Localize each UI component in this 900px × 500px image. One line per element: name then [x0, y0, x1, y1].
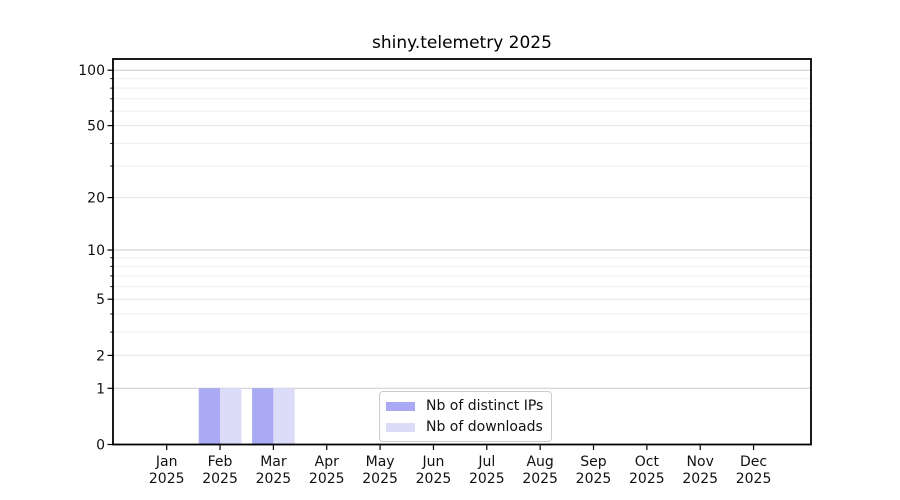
x-tick-label-year-dec: 2025 — [736, 471, 772, 487]
x-tick-label-month-feb: Feb — [208, 454, 233, 470]
legend-swatch-downloads — [386, 422, 415, 432]
y-tick-label-10: 10 — [87, 243, 105, 259]
y-tick-label-1: 1 — [96, 381, 105, 397]
y-tick-label-100: 100 — [78, 63, 105, 79]
y-tick-label-50: 50 — [87, 119, 105, 135]
y-tick-label-0: 0 — [96, 438, 105, 454]
x-tick-label-month-jan: Jan — [155, 454, 178, 470]
x-tick-label-month-jul: Jul — [477, 454, 495, 470]
x-tick-label-year-oct: 2025 — [629, 471, 665, 487]
legend-item-distinct-ips: Nb of distinct IPs — [386, 397, 543, 415]
x-tick-label-month-may: May — [366, 454, 395, 470]
x-tick-label-year-nov: 2025 — [682, 471, 718, 487]
chart-title: shiny.telemetry 2025 — [372, 33, 552, 53]
y-tick-label-2: 2 — [96, 348, 105, 364]
x-tick-label-year-jan: 2025 — [149, 471, 185, 487]
legend-swatch-distinct-ips — [386, 401, 415, 411]
x-tick-label-year-apr: 2025 — [309, 471, 345, 487]
x-tick-label-year-mar: 2025 — [256, 471, 292, 487]
x-tick-label-month-sep: Sep — [580, 454, 607, 470]
x-tick-label-year-may: 2025 — [362, 471, 398, 487]
bar-downloads-mar — [273, 388, 295, 445]
x-tick-label-year-jul: 2025 — [469, 471, 505, 487]
legend-item-downloads: Nb of downloads — [386, 418, 543, 436]
x-tick-label-month-aug: Aug — [526, 454, 553, 470]
x-tick-label-month-dec: Dec — [740, 454, 767, 470]
x-tick-label-year-aug: 2025 — [522, 471, 558, 487]
x-tick-label-year-feb: 2025 — [202, 471, 238, 487]
bar-distinct-ips-mar — [252, 388, 274, 445]
bar-downloads-feb — [220, 388, 242, 445]
legend-label-downloads: Nb of downloads — [426, 419, 543, 435]
y-tick-label-5: 5 — [96, 292, 105, 308]
legend: Nb of distinct IPs Nb of downloads — [379, 391, 553, 442]
bar-distinct-ips-feb — [198, 388, 221, 445]
x-tick-label-month-jun: Jun — [422, 454, 445, 470]
x-tick-label-year-sep: 2025 — [576, 471, 612, 487]
plot-border — [112, 58, 812, 446]
x-tick-label-month-apr: Apr — [315, 454, 339, 470]
x-tick-label-month-oct: Oct — [635, 454, 660, 470]
legend-label-distinct-ips: Nb of distinct IPs — [426, 398, 544, 414]
y-tick-label-20: 20 — [87, 191, 105, 207]
x-tick-label-year-jun: 2025 — [416, 471, 452, 487]
x-tick-label-month-nov: Nov — [687, 454, 714, 470]
x-tick-label-month-mar: Mar — [260, 454, 287, 470]
